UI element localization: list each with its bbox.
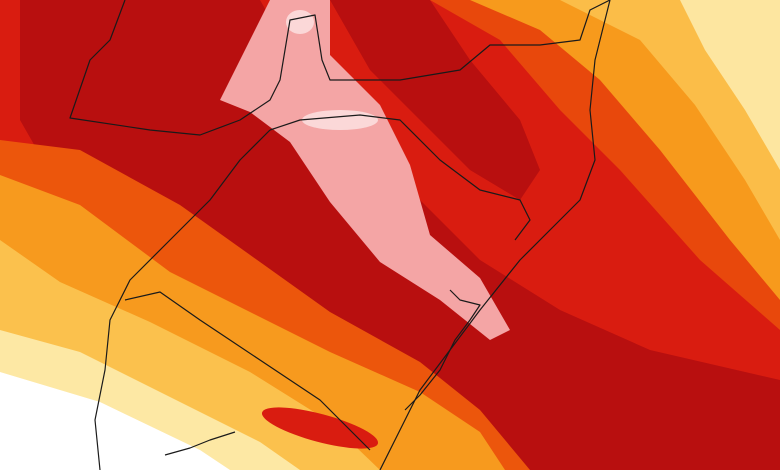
coast-detail [164, 431, 236, 456]
country-border [124, 291, 371, 451]
south-white [0, 372, 230, 470]
state-border [69, 0, 611, 136]
pink-core [220, 0, 510, 340]
coastline [379, 0, 611, 470]
yellow-zone [680, 0, 780, 170]
dark-red-north [330, 0, 540, 200]
red-spot [261, 407, 379, 449]
state-border [269, 114, 531, 241]
light-pink-spot [302, 110, 378, 130]
lagoon-outline [404, 289, 481, 411]
country-border [94, 129, 271, 470]
